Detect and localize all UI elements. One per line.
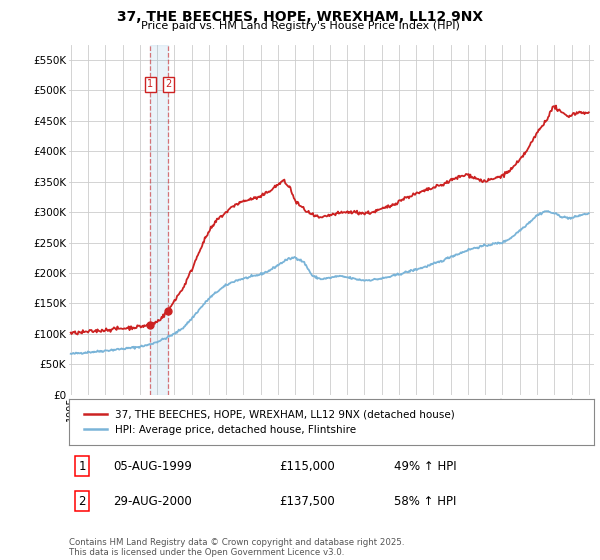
Text: Contains HM Land Registry data © Crown copyright and database right 2025.
This d: Contains HM Land Registry data © Crown c…	[69, 538, 404, 557]
Text: £115,000: £115,000	[279, 460, 335, 473]
Text: 05-AUG-1999: 05-AUG-1999	[113, 460, 193, 473]
Text: 49% ↑ HPI: 49% ↑ HPI	[395, 460, 457, 473]
Text: 37, THE BEECHES, HOPE, WREXHAM, LL12 9NX: 37, THE BEECHES, HOPE, WREXHAM, LL12 9NX	[117, 10, 483, 24]
Text: 2: 2	[79, 494, 86, 508]
Text: Price paid vs. HM Land Registry's House Price Index (HPI): Price paid vs. HM Land Registry's House …	[140, 21, 460, 31]
Bar	[150, 45, 169, 395]
Text: £137,500: £137,500	[279, 494, 335, 508]
Text: 1: 1	[147, 80, 153, 90]
Text: 58% ↑ HPI: 58% ↑ HPI	[395, 494, 457, 508]
Text: 29-AUG-2000: 29-AUG-2000	[113, 494, 193, 508]
Text: 1: 1	[79, 460, 86, 473]
Legend: 37, THE BEECHES, HOPE, WREXHAM, LL12 9NX (detached house), HPI: Average price, d: 37, THE BEECHES, HOPE, WREXHAM, LL12 9NX…	[79, 405, 459, 439]
Text: 2: 2	[166, 80, 172, 90]
